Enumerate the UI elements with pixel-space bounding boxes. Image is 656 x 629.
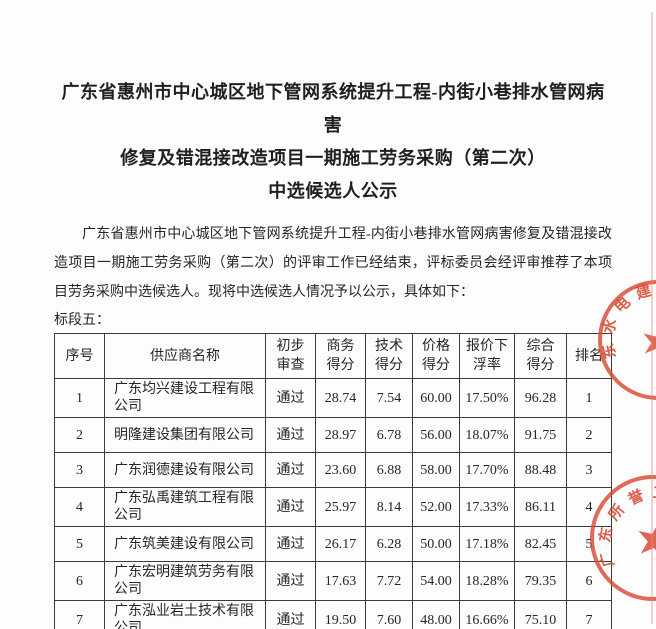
cell-discount: 18.28% [459, 561, 515, 601]
cell-business: 26.17 [315, 526, 366, 562]
cell-technical: 8.14 [365, 487, 413, 527]
cell-rank: 1 [566, 378, 612, 418]
cell-technical: 7.72 [365, 561, 413, 601]
cell-discount: 17.50% [459, 378, 515, 418]
cell-review: 通过 [265, 378, 316, 418]
cell-business: 25.97 [315, 487, 366, 527]
intro-paragraph: 广东省惠州市中心城区地下管网系统提升工程-内街小巷排水管网病害修复及错混接改造项… [54, 227, 612, 300]
cell-rank: 5 [566, 526, 612, 562]
title-line-2: 修复及错混接改造项目一期施工劳务采购（第二次） [120, 148, 546, 168]
cell-total: 91.75 [514, 417, 567, 453]
cell-review: 通过 [265, 561, 316, 601]
cell-price: 60.00 [412, 378, 460, 418]
cell-price: 56.00 [412, 417, 460, 453]
cell-no: 6 [54, 561, 105, 601]
table-row: 5 广东筑美建设有限公司 通过 26.17 6.28 50.00 17.18% … [54, 526, 612, 562]
title-line-3: 中选候选人公示 [268, 181, 398, 201]
cell-no: 5 [54, 526, 105, 562]
cell-total: 82.45 [514, 526, 567, 562]
cell-total: 86.11 [514, 487, 567, 527]
table-row: 6 广东宏明建筑劳务有限公司 通过 17.63 7.72 54.00 18.28… [54, 561, 612, 601]
cell-review: 通过 [265, 600, 316, 629]
cell-price: 50.00 [412, 526, 460, 562]
header-technical-score: 技术 得分 [365, 333, 413, 379]
header-discount-rate: 报价下 浮率 [459, 333, 515, 379]
cell-supplier: 明隆建设集团有限公司 [104, 417, 266, 453]
cell-technical: 6.88 [365, 452, 413, 488]
cell-review: 通过 [265, 417, 316, 453]
header-rank: 排名 [566, 333, 612, 379]
cell-price: 58.00 [412, 452, 460, 488]
cell-supplier: 广东润德建设有限公司 [104, 452, 266, 488]
header-no: 序号 [54, 333, 105, 379]
cell-technical: 7.60 [365, 600, 413, 629]
cell-business: 19.50 [315, 600, 366, 629]
table-header-row: 序号 供应商名称 初步 审查 商务 得分 技术 得分 价格 得分 报价下 浮率 综合 得分 … [54, 333, 612, 379]
page-title: 广东省惠州市中心城区地下管网系统提升工程-内街小巷排水管网病害 修复及错混接改造… [54, 76, 612, 208]
cell-discount: 17.18% [459, 526, 515, 562]
bid-results-table: 序号 供应商名称 初步 审查 商务 得分 技术 得分 价格 得分 报价下 浮率 综合 得分 … [54, 333, 612, 629]
cell-supplier: 广东弘禹建筑工程有限公司 [104, 487, 266, 527]
cell-supplier: 广东均兴建设工程有限公司 [104, 378, 266, 418]
cell-business: 17.63 [315, 561, 366, 601]
cell-no: 3 [54, 452, 105, 488]
cell-price: 54.00 [412, 561, 460, 601]
header-price-score: 价格 得分 [412, 333, 460, 379]
header-total-score: 综合 得分 [514, 333, 567, 379]
cell-discount: 17.33% [459, 487, 515, 527]
cell-review: 通过 [265, 487, 316, 527]
cell-business: 28.97 [315, 417, 366, 453]
cell-business: 28.74 [315, 378, 366, 418]
cell-discount: 17.70% [459, 452, 515, 488]
cell-rank: 6 [566, 561, 612, 601]
cell-no: 7 [54, 600, 105, 629]
cell-rank: 7 [566, 600, 612, 629]
section-label: 标段五： [54, 313, 110, 328]
table-row: 1 广东均兴建设工程有限公司 通过 28.74 7.54 60.00 17.50… [54, 378, 612, 418]
cell-price: 48.00 [412, 600, 460, 629]
header-supplier: 供应商名称 [104, 333, 266, 379]
cell-supplier: 广东泓业岩土技术有限公司 [104, 600, 266, 629]
title-line-1: 广东省惠州市中心城区地下管网系统提升工程-内街小巷排水管网病害 [61, 82, 605, 135]
table-row: 7 广东泓业岩土技术有限公司 通过 19.50 7.60 48.00 16.66… [54, 600, 612, 629]
header-business-score: 商务 得分 [315, 333, 366, 379]
table-row: 4 广东弘禹建筑工程有限公司 通过 25.97 8.14 52.00 17.33… [54, 487, 612, 527]
cell-price: 52.00 [412, 487, 460, 527]
cell-discount: 18.07% [459, 417, 515, 453]
header-preliminary-review: 初步 审查 [265, 333, 316, 379]
cell-business: 23.60 [315, 452, 366, 488]
cell-technical: 6.78 [365, 417, 413, 453]
cell-rank: 3 [566, 452, 612, 488]
cell-rank: 2 [566, 417, 612, 453]
cell-total: 96.28 [514, 378, 567, 418]
cell-total: 75.10 [514, 600, 567, 629]
table-row: 2 明隆建设集团有限公司 通过 28.97 6.78 56.00 18.07% … [54, 417, 612, 453]
cell-no: 1 [54, 378, 105, 418]
cell-supplier: 广东筑美建设有限公司 [104, 526, 266, 562]
cell-technical: 6.28 [365, 526, 413, 562]
cell-rank: 4 [566, 487, 612, 527]
cell-review: 通过 [265, 452, 316, 488]
cell-supplier: 广东宏明建筑劳务有限公司 [104, 561, 266, 601]
cell-no: 2 [54, 417, 105, 453]
cell-discount: 16.66% [459, 600, 515, 629]
cell-review: 通过 [265, 526, 316, 562]
cell-total: 79.35 [514, 561, 567, 601]
cell-total: 88.48 [514, 452, 567, 488]
table-row: 3 广东润德建设有限公司 通过 23.60 6.88 58.00 17.70% … [54, 452, 612, 488]
scan-edge-artifact [651, 12, 653, 624]
cell-technical: 7.54 [365, 378, 413, 418]
cell-no: 4 [54, 487, 105, 527]
